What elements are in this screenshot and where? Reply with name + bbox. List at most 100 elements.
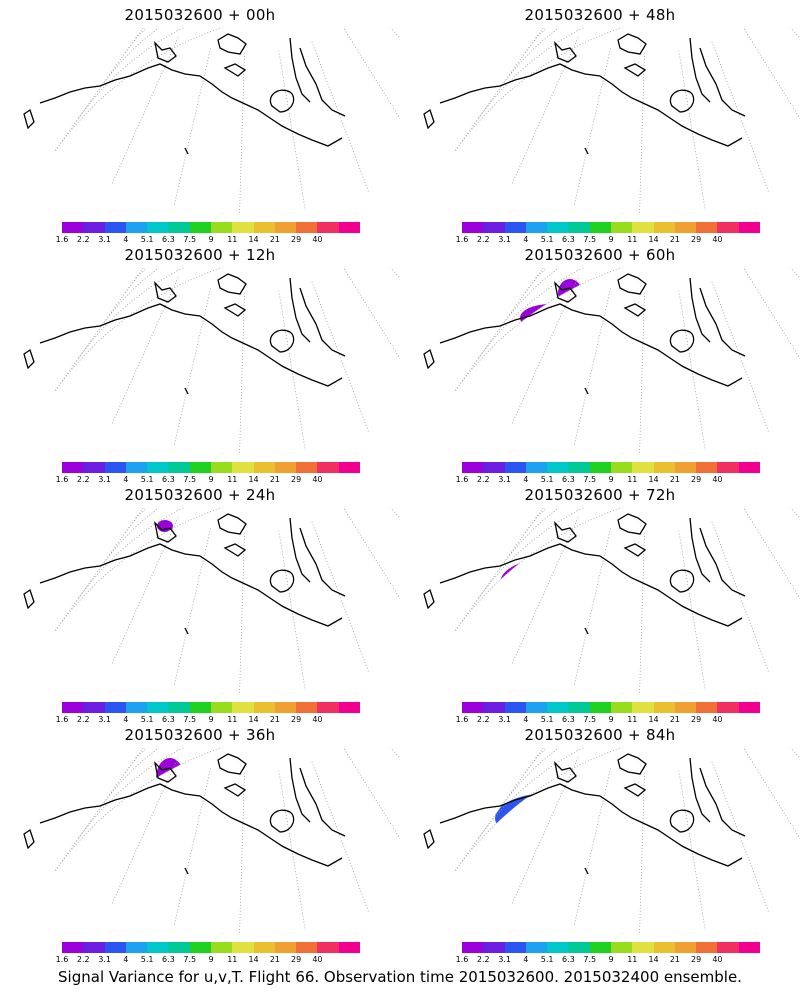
color-scale-label: 6.3 xyxy=(162,235,175,244)
color-scale-label: 6.3 xyxy=(562,715,575,724)
coastline xyxy=(23,273,346,395)
color-swatch xyxy=(525,462,548,473)
variance-field xyxy=(478,748,755,871)
variance-contour xyxy=(625,533,675,553)
color-swatch xyxy=(104,222,126,233)
color-scale-label: 14 xyxy=(248,475,259,484)
variance-contour xyxy=(488,145,496,151)
color-scale-label: 5.1 xyxy=(540,475,554,484)
coastline xyxy=(423,513,746,635)
color-scale-label: 21 xyxy=(269,955,280,964)
variance-contour xyxy=(619,93,631,151)
color-scale-label: 2.2 xyxy=(76,475,90,484)
color-swatch xyxy=(632,222,654,233)
variance-contour xyxy=(155,822,265,858)
variance-contour xyxy=(520,304,580,332)
color-scale-label: 1.6 xyxy=(455,955,469,964)
color-swatch xyxy=(653,462,675,473)
color-swatch xyxy=(568,702,590,713)
coastline xyxy=(423,273,746,395)
color-scale-label: 1.6 xyxy=(455,235,469,244)
color-swatch xyxy=(696,702,718,713)
polar-map xyxy=(23,268,400,453)
color-scale-label: 14 xyxy=(248,235,259,244)
color-swatch xyxy=(717,702,739,713)
panel-title: 2015032600 + 60h xyxy=(524,246,676,264)
variance-contour xyxy=(250,850,274,866)
color-swatch xyxy=(568,222,590,233)
color-scale-label: 4 xyxy=(123,955,129,964)
color-scale-label: 40 xyxy=(712,955,723,964)
variance-contour xyxy=(613,623,637,631)
panel-title: 2015032600 + 12h xyxy=(124,246,276,264)
color-swatch xyxy=(83,462,105,473)
variance-contour xyxy=(84,610,100,622)
color-swatch xyxy=(83,222,105,233)
color-swatch xyxy=(547,702,569,713)
color-scale-label: 3.1 xyxy=(98,715,111,724)
variance-contour xyxy=(627,773,683,793)
color-swatch xyxy=(589,462,611,473)
variance-contour xyxy=(478,851,506,871)
color-swatch xyxy=(525,942,548,953)
variance-field xyxy=(84,513,310,622)
graticule xyxy=(55,28,400,213)
color-swatch xyxy=(125,702,148,713)
color-scale-label: 14 xyxy=(648,475,659,484)
variance-contour xyxy=(600,523,700,563)
color-swatch xyxy=(62,462,84,473)
graticule xyxy=(55,748,400,933)
color-scale-label: 6.3 xyxy=(562,955,575,964)
color-scale-label: 5.1 xyxy=(540,715,554,724)
color-swatch xyxy=(674,942,697,953)
color-scale-label: 1.6 xyxy=(55,955,69,964)
color-scale-label: 40 xyxy=(312,235,323,244)
color-scale-label: 7.5 xyxy=(183,475,197,484)
color-swatch xyxy=(717,462,739,473)
color-swatch xyxy=(462,222,484,233)
color-scale-label: 1.6 xyxy=(455,475,469,484)
polar-map xyxy=(423,748,800,933)
color-scale-labels: 1.6 2.2 3.1 4 5.1 6.3 7.5 9 11 14 21 29 40 xyxy=(56,715,360,725)
variance-contour xyxy=(141,115,169,131)
color-scale-label: 11 xyxy=(227,715,238,724)
color-scale-label: 3.1 xyxy=(498,235,511,244)
color-swatch xyxy=(653,222,675,233)
variance-field xyxy=(84,290,314,389)
color-swatch xyxy=(338,942,360,953)
forecast-panel-4: 2015032600 + 24h 1.6 2.2 3.1 4 5.1 6.3 7.5 9 11 1… xyxy=(0,480,400,724)
color-swatch xyxy=(568,942,590,953)
variance-contour xyxy=(700,48,720,88)
color-scale-label: 14 xyxy=(248,955,259,964)
color-swatch xyxy=(653,702,675,713)
color-scale-label: 29 xyxy=(291,715,302,724)
color-swatch xyxy=(589,222,611,233)
variance-contour xyxy=(645,513,745,623)
color-scale-label: 9 xyxy=(208,235,214,244)
variance-contour xyxy=(482,370,502,386)
variance-contour xyxy=(209,843,221,871)
variance-contour xyxy=(611,868,639,871)
variance-contour xyxy=(286,117,298,129)
color-swatch xyxy=(589,702,611,713)
color-swatch xyxy=(253,222,275,233)
color-scale-labels: 1.6 2.2 3.1 4 5.1 6.3 7.5 9 11 14 21 29 40 xyxy=(56,475,360,485)
polar-map xyxy=(23,508,400,693)
variance-field xyxy=(84,758,328,871)
color-scale-label: 9 xyxy=(608,715,614,724)
color-swatch xyxy=(547,222,569,233)
variance-contour xyxy=(590,333,660,373)
variance-contour xyxy=(157,520,173,532)
variance-contour xyxy=(230,778,270,838)
color-swatch xyxy=(483,462,505,473)
variance-contour xyxy=(195,363,215,383)
color-scale-label: 40 xyxy=(312,955,323,964)
color-scale-label: 6.3 xyxy=(562,235,575,244)
color-scale-bar xyxy=(462,462,760,473)
color-scale-label: 2.2 xyxy=(476,475,490,484)
variance-contour xyxy=(84,859,100,871)
color-scale-bar xyxy=(462,942,760,953)
color-swatch xyxy=(253,702,275,713)
color-scale-label: 1.6 xyxy=(55,235,69,244)
variance-contour xyxy=(170,836,210,850)
